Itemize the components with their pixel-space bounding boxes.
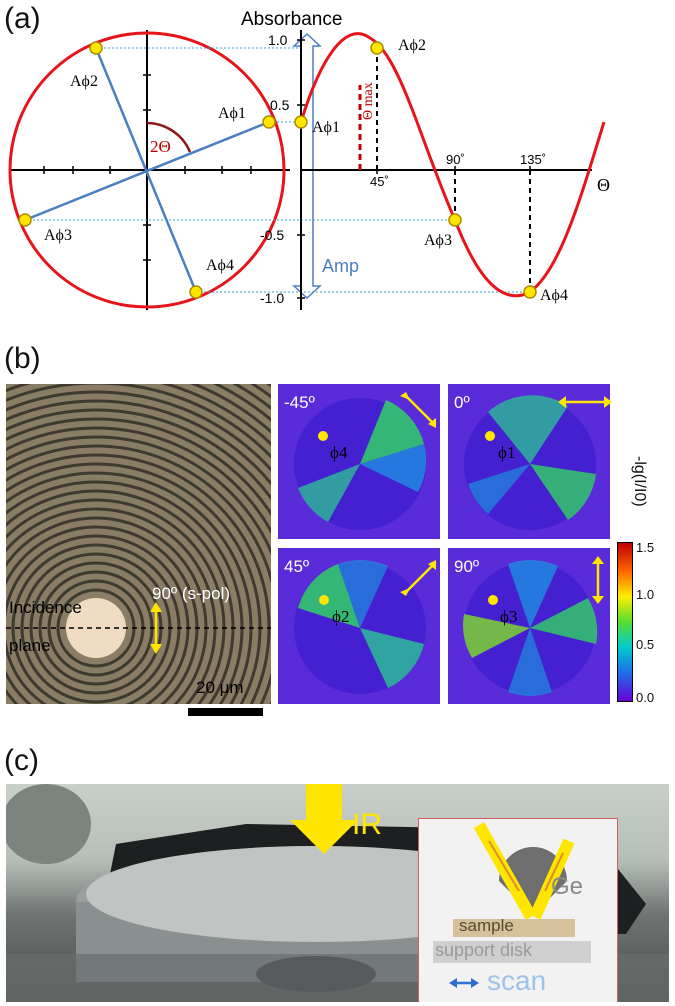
x-tick-45: 45˚: [370, 174, 389, 189]
ring: [6, 417, 271, 517]
y-tick-3: -0.5: [260, 227, 284, 243]
ring: [6, 444, 271, 704]
circle-label-1: Aϕ1: [218, 105, 246, 122]
curve-label-3: Aϕ3: [424, 232, 452, 249]
panel-c-label: (c): [4, 744, 39, 777]
drop-lines: [376, 48, 531, 292]
inset-drawing: [433, 822, 591, 988]
colorbar-tick-1: 1.5: [636, 540, 655, 555]
absorbance-maps: -45º ϕ4 0º ϕ1 45º ϕ2 90º ϕ3: [278, 384, 612, 704]
ring: [6, 399, 271, 486]
map-1-phi: ϕ4: [330, 443, 348, 462]
circle-point-3: [18, 213, 32, 227]
ge-label: Ge: [551, 873, 584, 900]
ring: [6, 435, 271, 704]
x-axis-symbol: Θ: [597, 175, 610, 195]
sample-label: sample: [459, 916, 514, 935]
map-1-angle: -45º: [284, 393, 315, 412]
map-4-phi: ϕ3: [500, 607, 517, 626]
diameter-2-4: [94, 47, 198, 293]
panel-a-label: (a): [4, 2, 41, 35]
stage-photo: IR Ge sample support disk scan: [6, 784, 669, 1002]
ring: [6, 408, 271, 501]
amp-label: Amp: [322, 256, 359, 276]
panel-a-figure: 2Θ Aϕ1 Aϕ2 Aϕ3 Aϕ4 Amp Absorbance Θ 1.0 …: [8, 9, 610, 310]
circle-label-4: Aϕ4: [206, 257, 234, 274]
amp-arrow: [292, 32, 322, 300]
ring: [6, 426, 271, 535]
y-tick-4: -1.0: [260, 290, 284, 306]
curve-point-2: [370, 41, 384, 55]
map-2-phi: ϕ1: [498, 443, 515, 462]
map-4-angle: 90º: [454, 557, 479, 576]
colorbar-tick-4: 0.0: [636, 690, 655, 705]
curve-label-1: Aϕ1: [312, 119, 340, 136]
curve-markers: [294, 41, 537, 299]
incidence-label-2: plane: [9, 636, 51, 655]
y-tick-2: 0.5: [270, 97, 290, 113]
colorbar-tick-2: 1.0: [636, 587, 655, 602]
curve-point-3: [448, 213, 462, 227]
inset-schematic: Ge sample support disk scan: [418, 818, 618, 1002]
map-minus45: [278, 384, 440, 539]
y-ticks: [297, 39, 305, 299]
circle-markers: [18, 41, 276, 299]
panel-b-label: (b): [4, 342, 41, 375]
curve-label-4: Aϕ4: [540, 287, 568, 304]
map-0: [448, 384, 612, 539]
curve-point-4: [523, 285, 537, 299]
colorbar: [617, 542, 633, 702]
support-disk-label: support disk: [435, 940, 533, 960]
curve-label-2: Aϕ2: [398, 37, 426, 54]
map-90: [448, 548, 610, 704]
angle-label: 2Θ: [150, 137, 171, 156]
circle-point-4: [189, 285, 203, 299]
scale-label: 20 μm: [196, 678, 244, 697]
circle-axis-ticks: [43, 74, 252, 261]
map-2-angle: 0º: [454, 393, 470, 412]
diameter-1-3: [24, 120, 270, 222]
x-tick-135: 135˚: [520, 152, 546, 167]
curve-point-1: [294, 115, 308, 129]
incidence-label-1: Incidence: [9, 598, 82, 617]
circle-point-2: [89, 41, 103, 55]
ring-pattern: [6, 384, 271, 704]
colorbar-tick-3: 0.5: [636, 637, 655, 652]
ir-label: IR: [352, 808, 382, 841]
angle-arc: [146, 121, 192, 153]
circle-point-1: [262, 115, 276, 129]
y-tick-1: 1.0: [268, 32, 288, 48]
map-3-angle: 45º: [284, 557, 309, 576]
map-45: [278, 548, 440, 704]
circle-label-2: Aϕ2: [70, 73, 98, 90]
x-tick-90: 90˚: [446, 152, 465, 167]
colorbar-title: -lg(I/I0): [631, 456, 648, 507]
ring: [6, 390, 271, 473]
y-axis-title: Absorbance: [241, 9, 342, 30]
theta-max-label: Θ max: [361, 82, 376, 120]
scan-label: scan: [487, 965, 547, 996]
polarization-label: 90º (s-pol): [152, 584, 231, 603]
micrograph-image: 90º (s-pol) Incidence plane 20 μm: [6, 384, 271, 704]
scale-bar: [188, 708, 263, 716]
map-3-phi: ϕ2: [332, 607, 349, 626]
circle-trace: [8, 31, 286, 309]
circle-label-3: Aϕ3: [44, 227, 72, 244]
